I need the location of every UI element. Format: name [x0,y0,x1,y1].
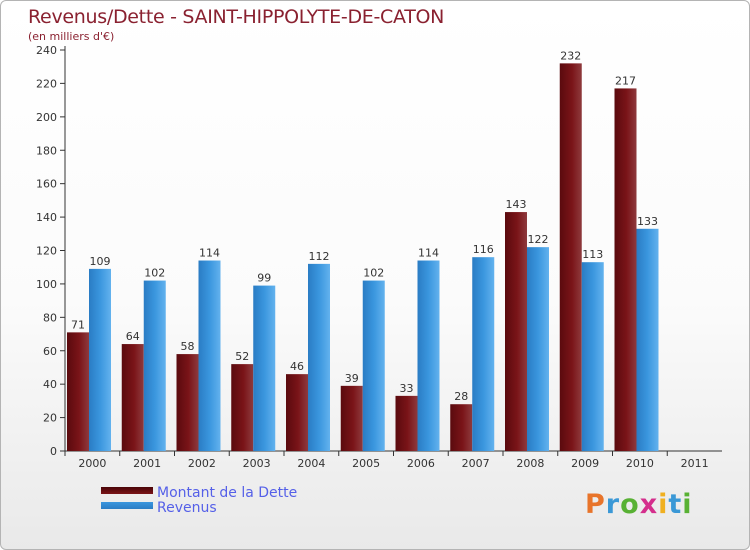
data-label-revenus-2005: 102 [363,267,384,280]
data-label-revenus-2001: 102 [144,267,165,280]
chart-title: Revenus/Dette - SAINT-HIPPOLYTE-DE-CATON [28,6,445,28]
data-label-revenus-2003: 99 [257,272,271,285]
x-tick-label: 2006 [407,457,435,470]
y-tick-label: 120 [36,245,57,258]
data-label-dette-2001: 64 [126,330,140,343]
y-tick-label: 180 [36,144,57,157]
bar-revenus-2002 [198,260,221,451]
bar-revenus-2000 [89,268,111,451]
data-label-revenus-2006: 114 [418,247,439,260]
x-tick-label: 2008 [516,457,544,470]
data-label-dette-2004: 46 [290,360,304,373]
bar-dette-2007 [450,404,473,451]
bar-revenus-2007 [472,257,495,451]
y-tick-label: 100 [36,278,57,291]
bar-revenus-2003 [253,285,276,451]
y-tick-label: 20 [43,412,57,425]
x-tick-label: 2009 [571,457,599,470]
chart-subtitle: (en milliers d'€) [28,30,115,43]
bar-revenus-2010 [636,228,659,451]
data-label-dette-2009: 232 [560,49,581,62]
y-tick-label: 0 [50,445,57,458]
bar-revenus-2009 [581,262,604,451]
x-tick-label: 2011 [681,457,709,470]
data-label-revenus-2004: 112 [309,250,330,263]
y-tick-label: 60 [43,345,57,358]
bar-revenus-2001 [143,280,166,451]
data-label-dette-2008: 143 [506,198,527,211]
data-label-dette-2005: 39 [345,372,359,385]
x-tick-label: 2004 [297,457,325,470]
data-label-revenus-2009: 113 [582,248,603,261]
bar-dette-2009 [559,63,582,451]
logo-letter: i [682,489,693,520]
y-tick-label: 80 [43,311,57,324]
y-tick-label: 140 [36,211,57,224]
x-tick-label: 2007 [462,457,490,470]
logo-letter: x [639,489,659,520]
x-tick-label: 2003 [243,457,271,470]
x-tick-label: 2001 [133,457,161,470]
data-label-revenus-2008: 122 [528,233,549,246]
x-tick-label: 2005 [352,457,380,470]
logo-letter: t [668,489,683,520]
legend-swatch-dette [101,487,153,494]
data-label-dette-2006: 33 [400,382,414,395]
bar-dette-2005 [340,385,363,451]
logo-letter: P [585,489,606,520]
data-label-revenus-2000: 109 [90,255,111,268]
y-tick-label: 240 [36,44,57,57]
y-tick-label: 220 [36,77,57,90]
data-label-dette-2010: 217 [615,74,636,87]
legend-label-dette: Montant de la Dette [157,485,298,501]
y-tick-label: 200 [36,111,57,124]
y-tick-label: 160 [36,178,57,191]
proxiti-logo: Proxiti [585,489,693,520]
logo-letter: r [605,489,621,520]
bar-dette-2006 [395,395,418,451]
data-label-revenus-2010: 133 [637,215,658,228]
legend-swatch-revenus [101,502,153,509]
bar-dette-2003 [231,364,254,451]
bar-dette-2004 [286,374,308,451]
logo-letter: i [658,489,669,520]
bar-dette-2002 [176,354,199,451]
x-tick-label: 2002 [188,457,216,470]
bar-revenus-2006 [417,260,440,451]
bar-dette-2001 [121,344,144,451]
data-label-dette-2003: 52 [235,350,249,363]
logo-letter: o [620,489,640,520]
bar-revenus-2008 [527,247,549,451]
x-tick-label: 2000 [78,457,106,470]
bar-dette-2010 [614,88,637,451]
data-label-revenus-2002: 114 [199,247,220,260]
bar-dette-2008 [505,212,527,451]
data-label-dette-2002: 58 [181,340,195,353]
legend-label-revenus: Revenus [157,500,217,516]
data-label-dette-2007: 28 [454,390,468,403]
data-label-revenus-2007: 116 [473,243,494,256]
bar-dette-2000 [67,332,89,451]
x-tick-label: 2010 [626,457,654,470]
y-tick-label: 40 [43,378,57,391]
bar-revenus-2005 [362,280,385,451]
data-label-dette-2000: 71 [71,318,85,331]
bar-revenus-2004 [308,263,330,451]
